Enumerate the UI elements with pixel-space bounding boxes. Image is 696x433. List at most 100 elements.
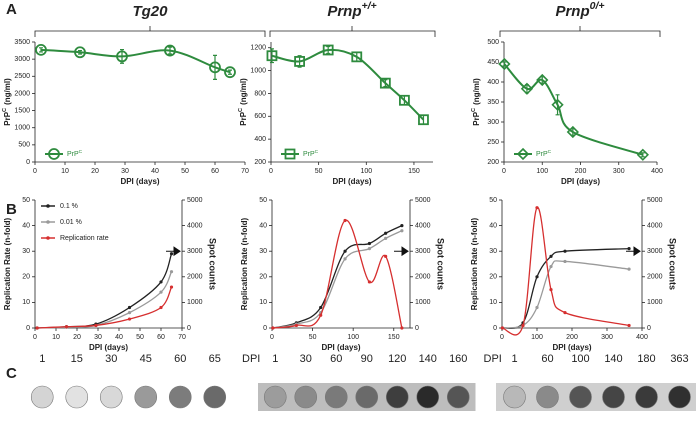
y2-tick-label: 4000 (187, 222, 203, 229)
x-axis-label: DPI (days) (120, 177, 159, 186)
y-tick-label: 50 (489, 197, 497, 204)
y-tick-label: 0 (493, 325, 497, 332)
marker (384, 231, 388, 235)
panel-header-part: Prnp (327, 3, 361, 20)
series-line (503, 63, 644, 156)
y2-tick-label: 5000 (647, 197, 663, 204)
blot-unit: DPI (242, 353, 260, 365)
y-axis-label: Replication Rate (n-fold) (470, 217, 479, 310)
y2-tick-label: 1000 (187, 299, 203, 306)
series-line (502, 207, 630, 336)
x-tick-label: 200 (575, 168, 587, 175)
y-tick-label: 600 (254, 113, 266, 120)
legend-marker (516, 147, 530, 161)
y-tick-label: 500 (487, 39, 499, 46)
marker (159, 305, 163, 310)
panel-header-part: Tg20 (132, 3, 168, 20)
blot-label: 30 (300, 353, 312, 365)
marker (384, 254, 388, 258)
x-tick-label: 30 (121, 168, 129, 175)
y-axis-label-part: Replication Rate (n-fold) (470, 217, 479, 310)
marker (343, 257, 347, 261)
marker (319, 313, 323, 317)
marker (636, 148, 649, 161)
y-tick-label: 30 (489, 248, 497, 255)
marker (400, 224, 404, 228)
x-axis-label: DPI (days) (321, 343, 360, 352)
x-tick-label: 100 (360, 168, 372, 175)
y-tick-label: 30 (22, 248, 30, 255)
x-tick-label: 150 (408, 168, 420, 175)
x-tick-label: 10 (52, 334, 60, 341)
blot-label: 140 (604, 353, 622, 365)
error-bar (555, 94, 560, 116)
blot-dot (668, 385, 691, 409)
marker (379, 77, 391, 89)
error-bar (78, 49, 82, 55)
blot-dot (385, 385, 409, 409)
marker (498, 57, 511, 71)
y-tick-label: 1200 (250, 45, 266, 52)
y-axis-label-part: C (2, 108, 8, 112)
marker (266, 50, 278, 62)
y-axis-label-part: (ng/ml) (472, 78, 481, 105)
x-tick-label: 50 (309, 334, 317, 341)
blot-dot (355, 385, 379, 409)
y-tick-label: 500 (18, 142, 30, 149)
series-line (502, 260, 630, 329)
x-tick-label: 300 (601, 334, 613, 341)
x-axis-label: DPI (days) (552, 343, 591, 352)
y-tick-label: 50 (22, 197, 30, 204)
error-bar (502, 61, 507, 67)
y-tick-label: 50 (259, 197, 267, 204)
y-tick-label: 0 (26, 159, 30, 166)
legend-label: 0.1 % (60, 203, 78, 210)
blot-dot (294, 385, 318, 409)
x-tick-label: 0 (502, 168, 506, 175)
y-tick-label: 10 (22, 299, 30, 306)
panel-header: Prnp+/+ (327, 0, 376, 20)
x-tick-label: 60 (157, 334, 165, 341)
y-tick-label: 1000 (250, 67, 266, 74)
x-tick-label: 50 (181, 168, 189, 175)
marker (343, 249, 347, 253)
marker (159, 290, 163, 294)
blot-label: 180 (637, 353, 655, 365)
blot-label: 65 (209, 353, 221, 365)
marker (535, 305, 539, 310)
y-tick-label: 20 (259, 274, 267, 281)
blot-strip (23, 383, 234, 411)
y-axis-label: PrPC (ng/ml) (238, 78, 248, 126)
blot-label: 45 (140, 353, 152, 365)
legend-label: Replication rate (60, 235, 109, 242)
marker (164, 44, 176, 57)
x-axis-label: DPI (days) (561, 177, 600, 186)
marker (209, 61, 221, 74)
marker (535, 275, 539, 279)
x-tick-label: 400 (636, 334, 648, 341)
y-tick-label: 400 (254, 136, 266, 143)
legend-label-part: C (79, 149, 83, 155)
y-tick-label: 250 (487, 139, 499, 146)
error-bar (39, 47, 43, 53)
y-axis-label-part: PrP (472, 111, 481, 125)
legend-label: 0.01 % (60, 219, 82, 226)
y-axis-label: PrPC (ng/ml) (2, 78, 12, 126)
legend-label-part: C (315, 149, 319, 155)
panel-header: Tg20 (132, 3, 168, 20)
x-tick-label: 20 (73, 334, 81, 341)
marker (399, 94, 410, 106)
y-tick-label: 20 (489, 274, 497, 281)
x-tick-label: 100 (536, 168, 548, 175)
error-bar (640, 152, 645, 158)
blot-label: 90 (361, 353, 373, 365)
y-tick-label: 400 (487, 79, 499, 86)
error-bar (228, 69, 232, 75)
panel-header-part: 0/+ (590, 0, 605, 12)
blot-dot (65, 385, 89, 409)
y-axis-label-part: Replication Rate (n-fold) (3, 217, 12, 310)
panel-label: C (6, 365, 17, 382)
marker (322, 44, 334, 56)
x-axis-label: DPI (days) (332, 177, 371, 186)
blot-label: 60 (330, 353, 342, 365)
